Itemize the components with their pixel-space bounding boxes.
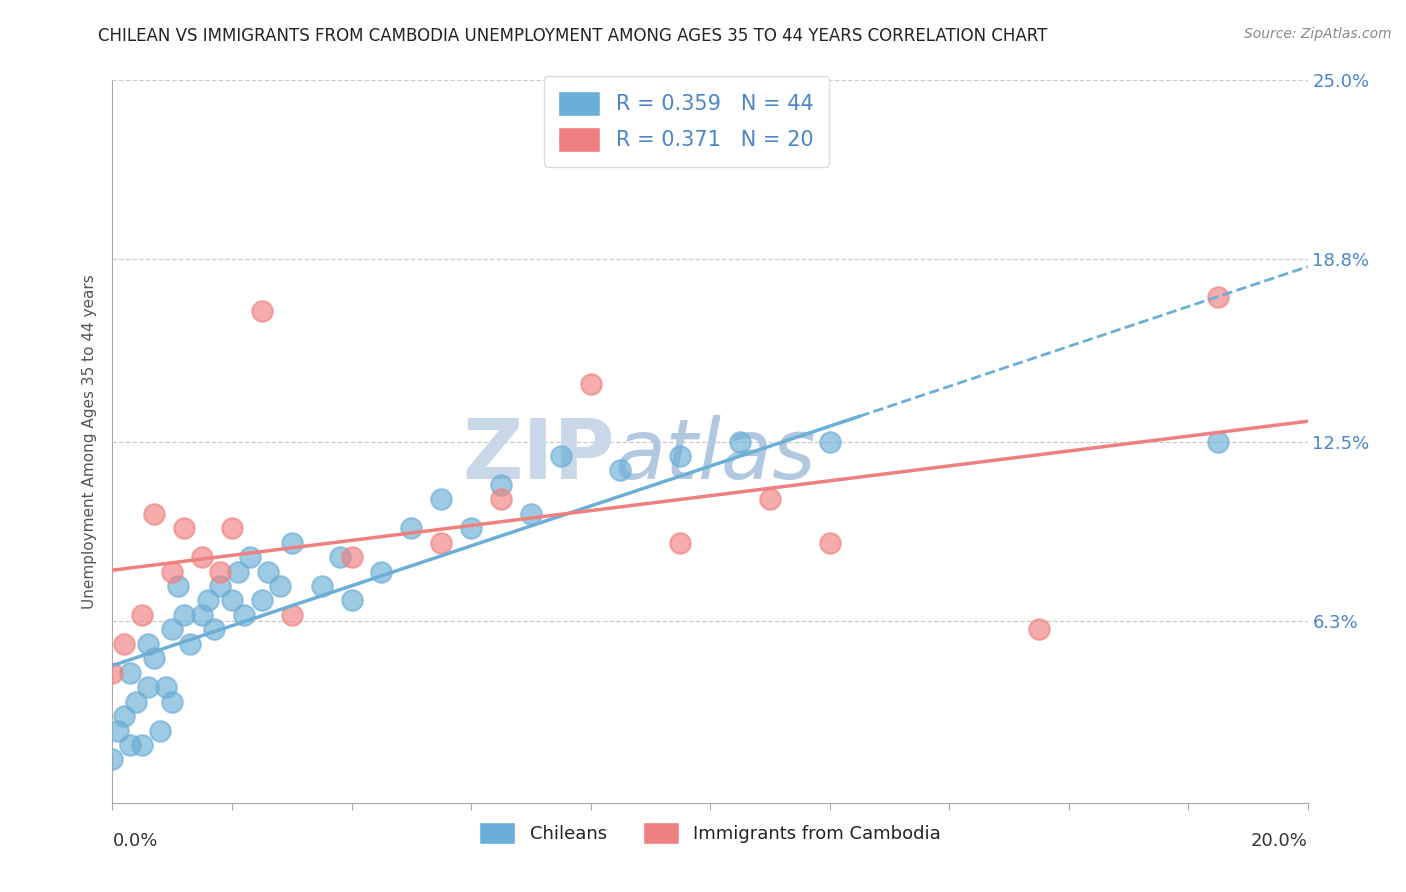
Point [155,680,177,694]
Point [329,550,352,565]
Point [239,550,262,565]
Point [120,738,142,752]
Point [107,723,129,738]
Point [138,637,160,651]
Point [221,593,243,607]
Point [269,579,291,593]
Point [162,565,183,579]
Point [759,492,782,507]
Point [173,607,195,622]
Y-axis label: Unemployment Among Ages 35 to 44 years: Unemployment Among Ages 35 to 44 years [82,274,97,609]
Point [550,449,572,463]
Point [250,304,273,318]
Point [202,623,225,637]
Point [221,521,243,535]
Point [430,492,453,507]
Point [370,565,392,579]
Point [131,607,153,622]
Text: ZIP: ZIP [463,416,614,497]
Point [579,376,602,391]
Point [281,607,304,622]
Point [179,637,201,651]
Point [311,579,333,593]
Point [281,535,304,549]
Point [1206,434,1229,449]
Point [162,623,183,637]
Point [250,593,273,607]
Point [101,752,124,766]
Point [101,665,124,680]
Point [143,507,166,521]
Point [120,665,142,680]
Point [818,434,841,449]
Point [226,565,249,579]
Text: Source: ZipAtlas.com: Source: ZipAtlas.com [1244,27,1392,41]
Point [131,738,153,752]
Point [669,535,692,549]
Point [489,492,512,507]
Point [191,550,214,565]
Point [233,607,256,622]
Point [340,593,363,607]
Point [162,695,183,709]
Text: CHILEAN VS IMMIGRANTS FROM CAMBODIA UNEMPLOYMENT AMONG AGES 35 TO 44 YEARS CORRE: CHILEAN VS IMMIGRANTS FROM CAMBODIA UNEM… [98,27,1047,45]
Point [430,535,453,549]
Point [609,463,631,477]
Point [818,535,841,549]
Text: 0.0%: 0.0% [112,831,157,850]
Point [520,507,543,521]
Point [114,637,135,651]
Point [173,521,195,535]
Point [125,695,148,709]
Point [728,434,751,449]
Point [489,478,512,492]
Point [209,565,232,579]
Point [209,579,232,593]
Legend: Chileans, Immigrants from Cambodia: Chileans, Immigrants from Cambodia [472,815,948,852]
Point [669,449,692,463]
Point [143,651,166,665]
Text: 20.0%: 20.0% [1251,831,1308,850]
Point [167,579,190,593]
Point [257,565,280,579]
Point [401,521,423,535]
Text: atlas: atlas [614,416,815,497]
Point [149,723,172,738]
Point [114,709,135,723]
Point [340,550,363,565]
Point [1028,623,1050,637]
Point [191,607,214,622]
Point [460,521,482,535]
Point [1206,290,1229,304]
Point [197,593,219,607]
Point [138,680,160,694]
